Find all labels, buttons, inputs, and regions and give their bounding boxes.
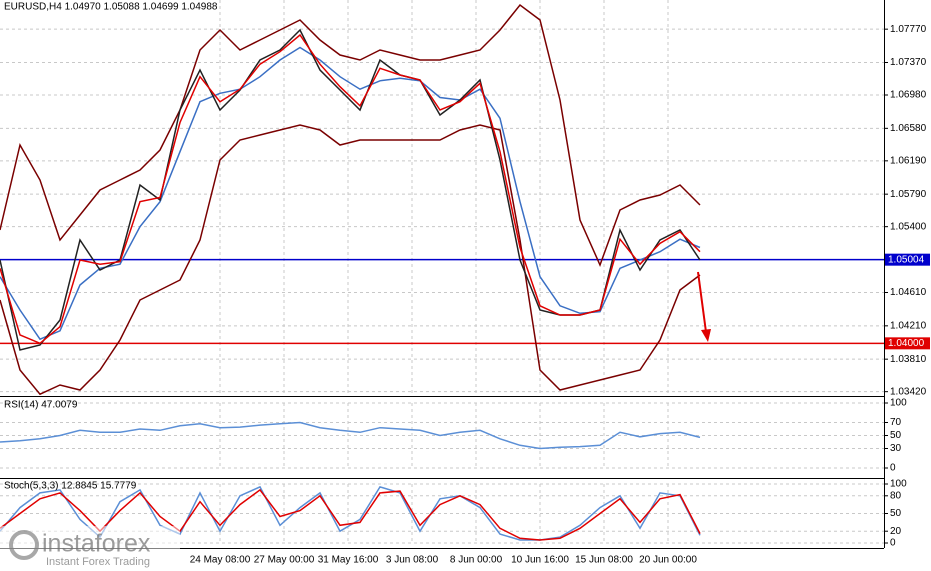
y-tick-label: 1.04210 <box>890 320 927 331</box>
arrow-shaft <box>697 271 707 333</box>
x-tick-label: 10 Jun 16:00 <box>511 555 569 566</box>
y-tick-label: 1.06190 <box>890 155 927 166</box>
x-tick-label: 3 Jun 08:00 <box>386 555 439 566</box>
series-line <box>0 33 701 345</box>
watermark: instaforex Instant Forex Trading <box>0 526 180 571</box>
x-tick-label: 20 Jun 00:00 <box>639 555 697 566</box>
series-line <box>0 46 701 341</box>
series-line <box>0 421 701 450</box>
y-tick-label: 50 <box>890 430 902 441</box>
series-line <box>0 3 701 268</box>
level-label: 1.05004 <box>888 254 925 265</box>
series-line <box>0 488 701 541</box>
level-label-bg <box>885 253 930 266</box>
y-tick-label: 1.06980 <box>890 90 927 101</box>
watermark-logo <box>9 530 39 560</box>
level-label-bg <box>885 337 930 350</box>
y-tick-label: 50 <box>890 508 902 519</box>
y-tick-label: 0 <box>890 538 896 549</box>
x-tick-label: 24 May 08:00 <box>190 555 251 566</box>
series-line <box>0 485 701 541</box>
y-tick-label: 1.05790 <box>890 189 927 200</box>
y-tick-label: 1.04610 <box>890 287 927 298</box>
y-tick-label: 100 <box>890 479 907 490</box>
y-tick-label: 0 <box>890 463 896 474</box>
x-tick-label: 27 May 00:00 <box>254 555 315 566</box>
x-tick-label: 31 May 16:00 <box>318 555 379 566</box>
y-tick-label: 30 <box>890 443 902 454</box>
y-tick-label: 1.05400 <box>890 221 927 232</box>
arrow-head <box>701 329 711 342</box>
series-line <box>0 124 701 396</box>
y-tick-label: 20 <box>890 526 902 537</box>
panel-title: EURUSD,H4 1.04970 1.05088 1.04699 1.0498… <box>4 2 218 13</box>
watermark-tagline: Instant Forex Trading <box>46 556 150 568</box>
y-tick-label: 1.06580 <box>890 123 927 134</box>
watermark-brand: instaforex <box>42 530 151 558</box>
y-tick-label: 100 <box>890 398 907 409</box>
y-tick-label: 1.07770 <box>890 24 927 35</box>
y-tick-label: 1.07370 <box>890 57 927 68</box>
y-tick-label: 70 <box>890 417 902 428</box>
y-tick-label: 1.03810 <box>890 354 927 365</box>
panel-title: RSI(14) 47.0079 <box>4 400 78 411</box>
y-tick-label: 1.03420 <box>890 386 927 397</box>
panel-title: Stoch(5,3,3) 12.8845 15.7779 <box>4 481 137 492</box>
y-tick-label: 80 <box>890 490 902 501</box>
x-tick-label: 8 Jun 00:00 <box>450 555 503 566</box>
x-tick-label: 15 Jun 08:00 <box>575 555 633 566</box>
level-label: 1.04000 <box>888 338 925 349</box>
